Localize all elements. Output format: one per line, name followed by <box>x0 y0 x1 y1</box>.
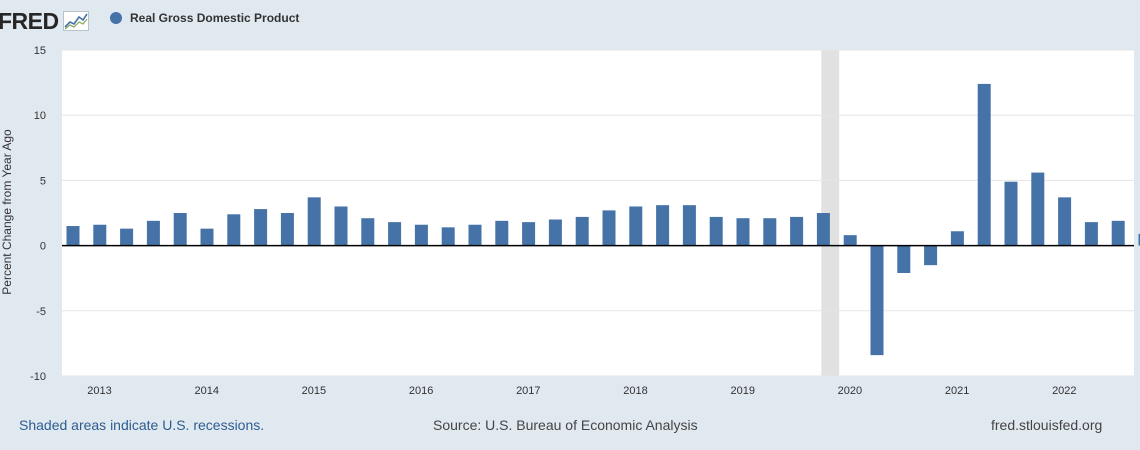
bar[interactable] <box>200 228 214 246</box>
bar[interactable] <box>629 206 643 246</box>
source-note: Source: U.S. Bureau of Economic Analysis <box>433 417 698 433</box>
bar[interactable] <box>656 205 670 246</box>
bar[interactable] <box>173 213 187 246</box>
bar[interactable] <box>709 216 723 246</box>
x-tick-label: 2022 <box>1052 385 1076 397</box>
fred-logo-text: FRED <box>0 8 59 34</box>
y-tick-label: 0 <box>40 241 46 253</box>
legend-swatch <box>110 12 122 24</box>
y-axis-label: Percent Change from Year Ago <box>0 129 14 295</box>
x-tick-label: 2017 <box>516 385 540 397</box>
legend-label: Real Gross Domestic Product <box>130 11 300 25</box>
bar[interactable] <box>843 235 857 246</box>
x-tick-label: 2013 <box>87 385 111 397</box>
y-tick-label: 5 <box>40 175 46 187</box>
bar[interactable] <box>682 205 696 246</box>
x-tick-label: 2018 <box>623 385 647 397</box>
bar[interactable] <box>736 218 750 246</box>
bar[interactable] <box>897 245 911 273</box>
recession-note-link[interactable]: Shaded areas indicate U.S. recessions. <box>19 417 265 433</box>
x-axis-ticks: 2013 2014 2015 2016 2017 2018 2019 2020 2021 2022 <box>87 385 1076 397</box>
y-tick-label: -5 <box>36 306 46 318</box>
bar[interactable] <box>548 219 562 246</box>
bar[interactable] <box>522 222 536 246</box>
bar[interactable] <box>1031 172 1045 246</box>
x-tick-label: 2015 <box>302 385 326 397</box>
bar[interactable] <box>66 226 80 246</box>
bar[interactable] <box>227 214 241 246</box>
bar[interactable] <box>441 227 455 246</box>
fred-logo-graph-icon <box>62 11 89 31</box>
x-tick-label: 2020 <box>838 385 862 397</box>
bar[interactable] <box>575 216 589 246</box>
bar[interactable] <box>280 213 294 246</box>
recession-shade <box>821 50 840 376</box>
fred-logo[interactable]: FRED <box>0 8 89 34</box>
bar[interactable] <box>361 218 375 246</box>
bar[interactable] <box>468 224 482 246</box>
bar[interactable] <box>334 206 348 246</box>
bar[interactable] <box>977 83 991 246</box>
site-url[interactable]: fred.stlouisfed.org <box>991 417 1103 433</box>
bar[interactable] <box>146 220 160 246</box>
bar[interactable] <box>1084 222 1098 246</box>
bar[interactable] <box>763 218 777 246</box>
x-tick-label: 2021 <box>945 385 969 397</box>
bar[interactable] <box>388 222 402 246</box>
chart-footer: Shaded areas indicate U.S. recessions. S… <box>0 412 1140 438</box>
recession-layer <box>821 50 840 376</box>
bar[interactable] <box>1111 220 1125 246</box>
bar-layer <box>66 83 1140 356</box>
bar[interactable] <box>816 213 830 246</box>
y-tick-label: 10 <box>34 110 46 122</box>
plot-background <box>62 50 1134 376</box>
bar[interactable] <box>1058 197 1072 246</box>
bar[interactable] <box>307 197 321 246</box>
x-tick-label: 2014 <box>194 385 218 397</box>
grid-layer <box>62 49 1134 377</box>
x-tick-label: 2019 <box>730 385 754 397</box>
bar[interactable] <box>870 245 884 356</box>
bar[interactable] <box>120 228 134 246</box>
legend[interactable]: Real Gross Domestic Product <box>110 11 299 25</box>
bar[interactable] <box>602 210 616 246</box>
y-tick-label: -10 <box>30 371 46 383</box>
bar[interactable] <box>1004 181 1018 246</box>
bar[interactable] <box>1138 233 1140 246</box>
bar[interactable] <box>924 245 938 266</box>
bar[interactable] <box>93 224 107 246</box>
bar[interactable] <box>414 224 428 246</box>
chart-header: FRED Real Gross Domestic Product <box>0 0 1140 40</box>
y-axis-ticks: 15 10 5 0 -5 -10 <box>30 45 46 383</box>
x-tick-label: 2016 <box>409 385 433 397</box>
bar[interactable] <box>254 209 268 246</box>
y-tick-label: 15 <box>34 45 46 57</box>
bar[interactable] <box>950 231 964 246</box>
bar[interactable] <box>790 216 804 246</box>
bar[interactable] <box>495 220 509 246</box>
chart-area: 15 10 5 0 -5 -10 2013 2014 2015 2016 2017 2018 2019… <box>0 45 1140 397</box>
